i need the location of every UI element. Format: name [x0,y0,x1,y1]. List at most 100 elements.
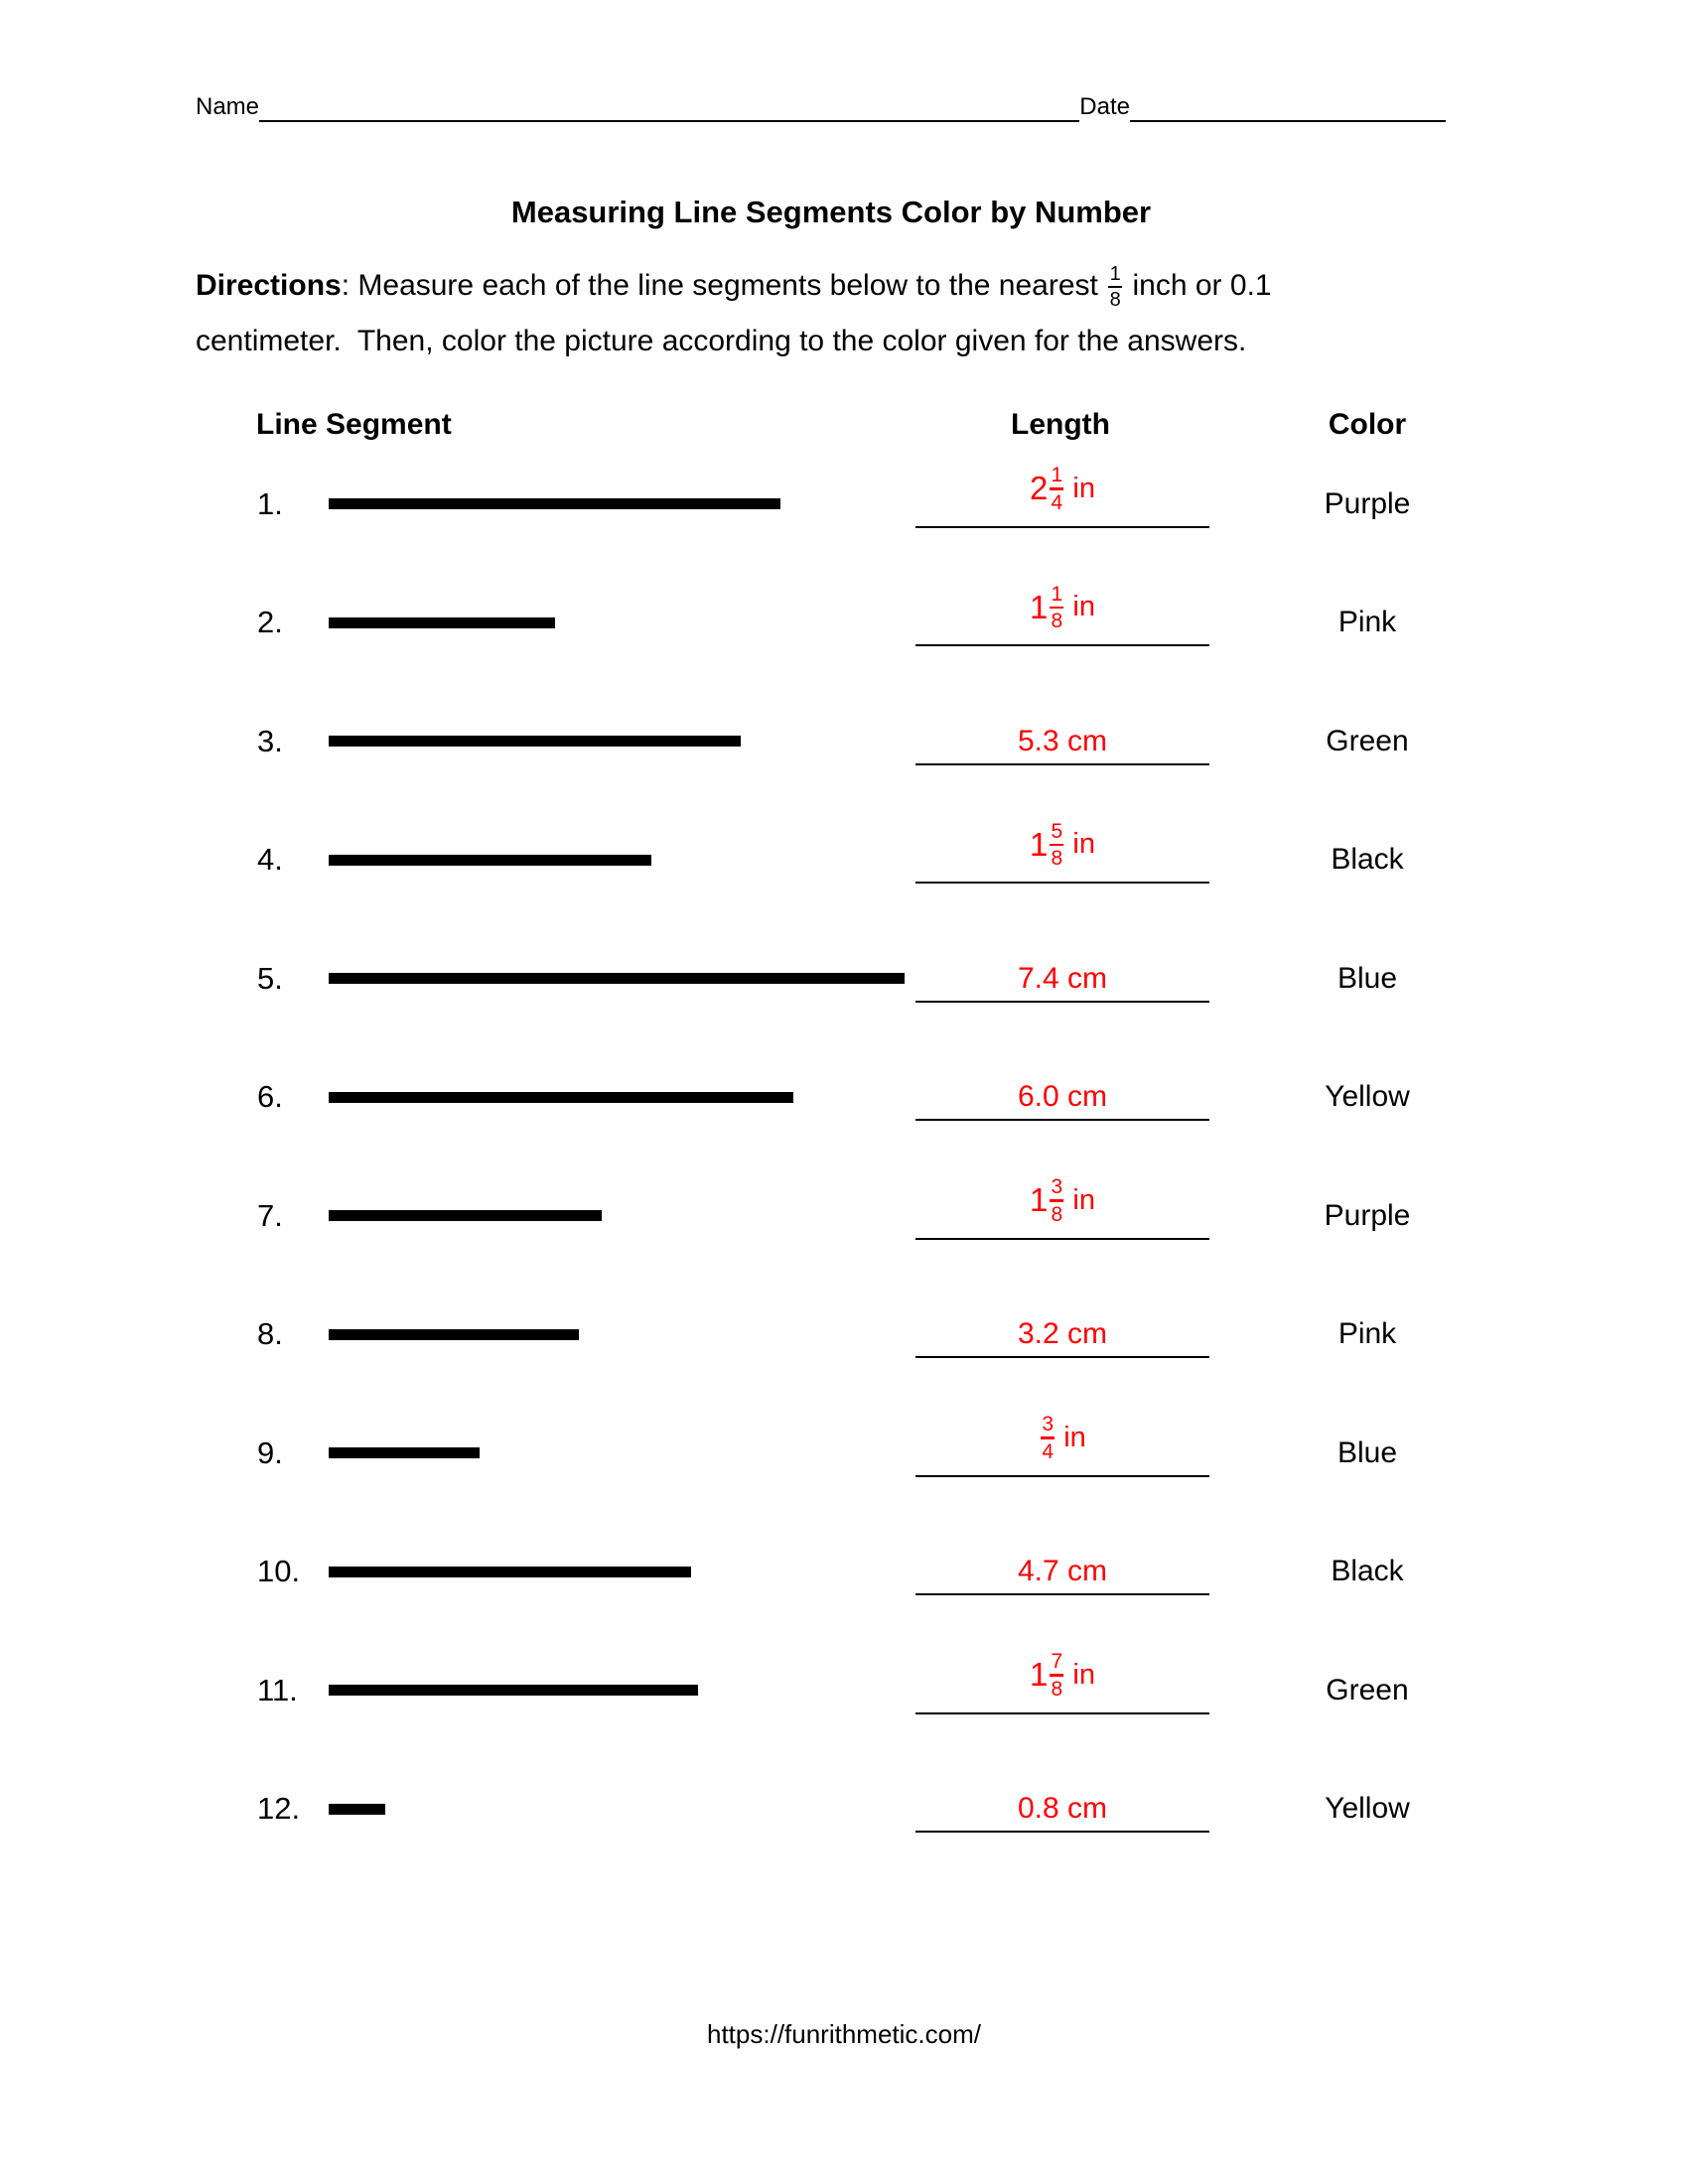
fraction-unit: in [1072,828,1095,861]
line-segment [329,1447,480,1459]
answer-value: 6.0 cm [1017,1080,1108,1113]
answer-blank[interactable]: 6.0 cm [915,1080,1209,1121]
directions-line-2: centimeter. Then, color the picture acco… [196,325,1247,357]
answer-blank[interactable]: 0.8 cm [915,1792,1209,1833]
table-row: 3. 5.3 cm Green [196,682,1641,801]
row-number: 10. [257,1554,301,1589]
fraction-unit: in [1072,591,1095,623]
table-row: 6. 6.0 cm Yellow [196,1038,1641,1158]
directions-text: inch or 0.1 [1124,269,1272,302]
table-row: 4. 1 5 8 in Black [196,801,1641,920]
fraction-denominator: 8 [1051,847,1063,870]
row-number: 7. [257,1197,283,1233]
table-row: 12. 0.8 cm Yellow [196,1750,1641,1869]
answer-blank[interactable]: 1 7 8 in [915,1651,1209,1714]
fraction-bar [1041,1436,1055,1439]
column-header-length: Length [1011,408,1110,441]
color-label: Yellow [1325,1080,1410,1114]
answer-blank[interactable]: 1 1 8 in [915,584,1209,646]
color-label: Black [1331,843,1404,877]
answer-value-fraction: 1 1 8 in [1030,584,1095,632]
answer-blank[interactable]: 7.4 cm [915,962,1209,1003]
fraction-unit: in [1072,472,1095,504]
column-header-color: Color [1328,408,1407,441]
answer-value: 4.7 cm [1017,1555,1108,1587]
directions: Directions: Measure each of the line seg… [196,256,1486,367]
row-number: 1. [257,485,283,521]
color-label: Green [1326,1673,1409,1706]
fraction-bar [1050,487,1064,490]
fraction-numerator: 7 [1051,1650,1063,1673]
footer-url: https://funrithmetic.com/ [707,2019,981,2049]
table-row: 2. 1 1 8 in Pink [196,564,1641,683]
fraction-denominator: 4 [1051,490,1063,514]
color-label: Pink [1337,1317,1397,1351]
row-number: 5. [257,960,283,996]
row-number: 8. [257,1316,283,1352]
fraction-numerator: 3 [1042,1413,1055,1435]
table-row: 1. 2 1 4 in Purple [196,445,1641,564]
fraction-numerator: 1 [1109,263,1121,286]
answer-blank[interactable]: 4.7 cm [915,1555,1209,1595]
color-label: Green [1326,724,1409,757]
answer-blank[interactable]: 3 4 in [915,1414,1209,1477]
name-input-line[interactable] [259,112,1080,122]
color-label: Blue [1336,1435,1398,1469]
color-label: Pink [1337,606,1397,639]
row-number: 11. [257,1672,298,1707]
table-row: 11. 1 7 8 in Green [196,1631,1641,1750]
line-segment [329,973,905,985]
fraction-bar [1050,1674,1064,1677]
table-row: 9. 3 4 in Blue [196,1394,1641,1513]
fraction-numerator: 1 [1051,582,1063,606]
answer-blank[interactable]: 1 3 8 in [915,1176,1209,1240]
fraction-whole-number: 2 [1030,470,1049,507]
row-number: 4. [257,842,283,878]
table-row: 5. 7.4 cm Blue [196,919,1641,1038]
color-label: Yellow [1325,1792,1410,1826]
color-label: Black [1331,1555,1404,1588]
answer-value-fraction: 3 4 in [1039,1414,1086,1462]
line-segment [329,1210,602,1222]
answer-value: 7.4 cm [1017,961,1108,995]
date-label: Date [1079,93,1130,120]
fraction-whole-number: 1 [1030,825,1049,863]
line-segment [329,736,741,748]
directions-label: Directions [196,269,342,302]
directions-text: : Measure each of the line segments belo… [341,269,1107,302]
table-row: 8. 3.2 cm Pink [196,1276,1641,1395]
column-header-line-segment: Line Segment [256,408,452,441]
table-row: 7. 1 3 8 in Purple [196,1157,1641,1276]
answer-value-fraction: 1 5 8 in [1030,821,1095,870]
row-number: 2. [257,605,283,640]
name-date-row: Name Date [196,92,1446,122]
line-segment [329,616,555,628]
answer-value: 0.8 cm [1017,1792,1108,1825]
table-row: 10. 4.7 cm Black [196,1513,1641,1632]
fraction-denominator: 8 [1051,610,1063,632]
fraction-denominator: 8 [1051,1202,1063,1226]
fraction-numerator: 1 [1051,464,1063,486]
row-number: 9. [257,1434,283,1470]
answer-blank[interactable]: 1 5 8 in [915,821,1209,884]
answer-value-fraction: 1 3 8 in [1030,1176,1095,1225]
answer-value: 3.2 cm [1017,1317,1108,1350]
line-segment [329,1566,691,1577]
directions-line-1: Directions: Measure each of the line seg… [196,256,1486,316]
answer-blank[interactable]: 5.3 cm [915,725,1209,765]
fraction-denominator: 8 [1051,1677,1063,1701]
color-label: Blue [1336,961,1398,995]
page-title: Measuring Line Segments Color by Number [510,195,1152,229]
answer-blank[interactable]: 3.2 cm [915,1317,1209,1358]
fraction-whole-number: 1 [1030,588,1049,625]
worksheet-rows: 1. 2 1 4 in Purple 2. 1 1 8 in Pink 3. 5.3 cm … [196,445,1641,1868]
line-segment [329,854,651,866]
answer-blank[interactable]: 2 1 4 in [915,465,1209,528]
date-input-line[interactable] [1130,112,1446,122]
